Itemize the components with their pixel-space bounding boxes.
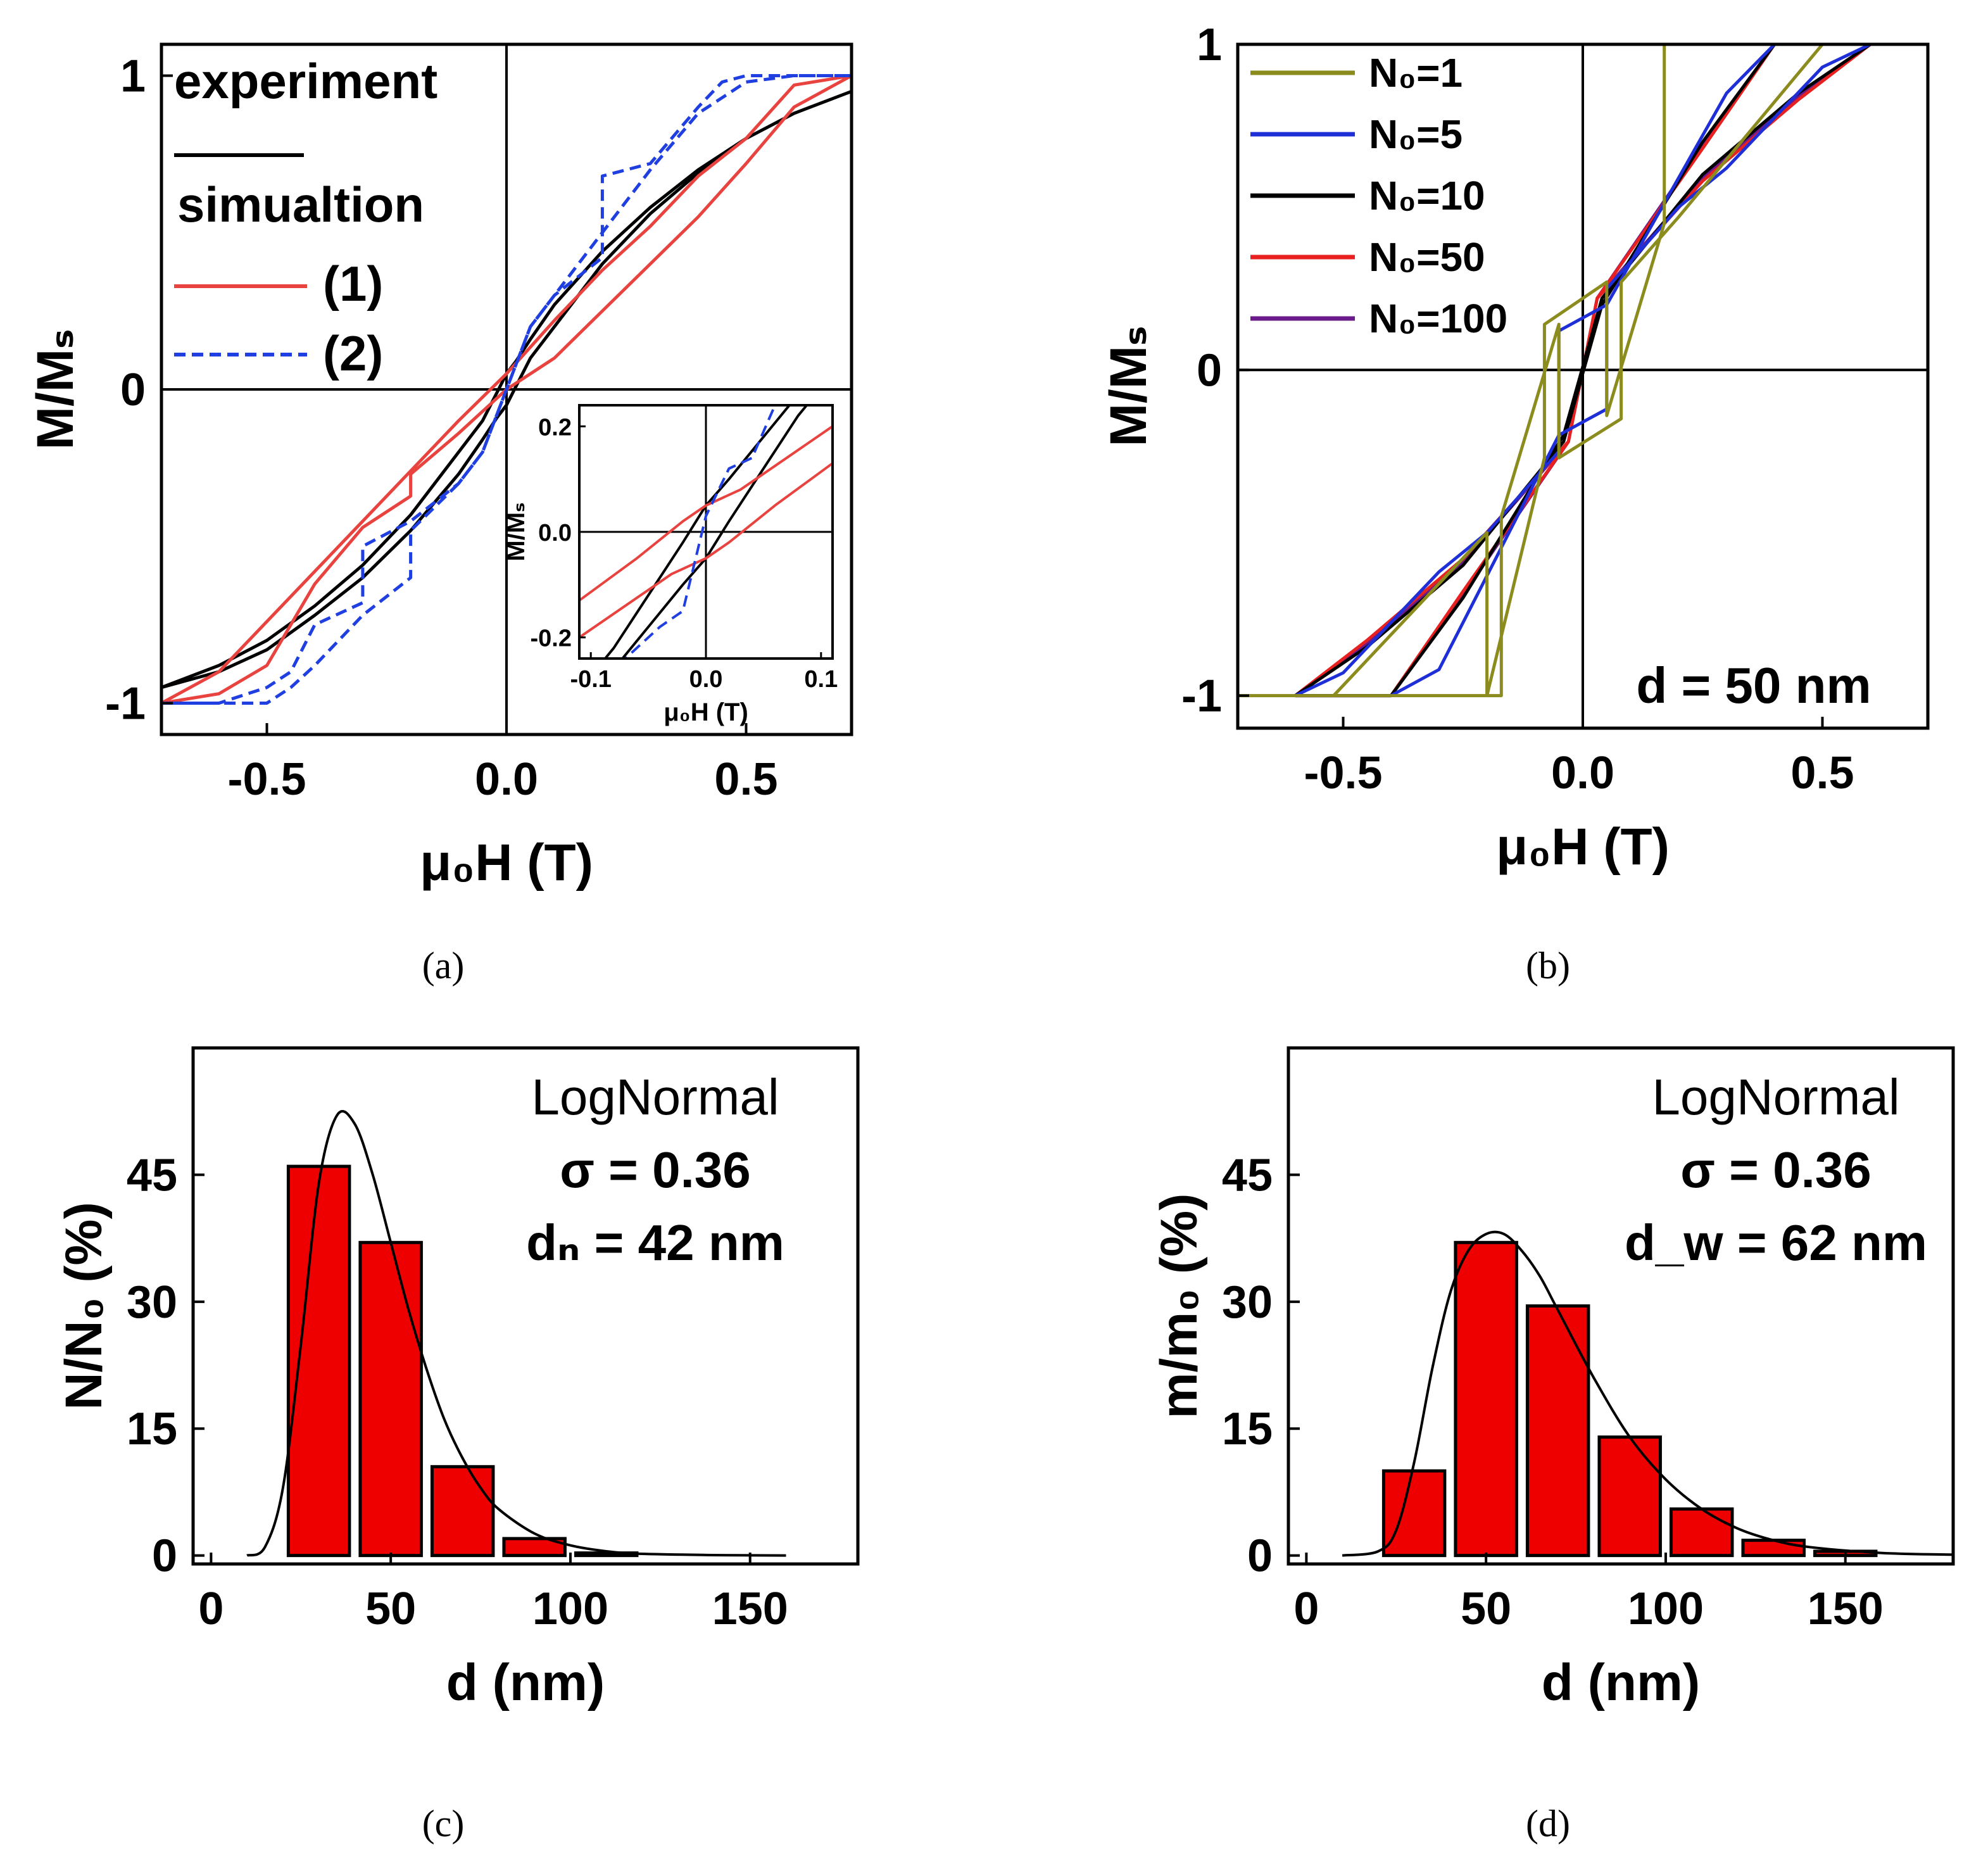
- legend-label-1: N₀=5: [1369, 111, 1463, 157]
- x-tick-label: 0: [198, 1584, 223, 1634]
- y-tick-label: 0: [1247, 1531, 1273, 1582]
- y-tick-label: -1: [105, 678, 146, 729]
- inset-x-tick-label: 0.1: [804, 666, 838, 693]
- y-axis-label: M/Mₛ: [27, 329, 84, 450]
- bar-1: [358, 1240, 423, 1558]
- legend-label-0: N₀=1: [1369, 50, 1463, 96]
- inset-y-tick-label: 0.2: [538, 414, 572, 441]
- y-tick-label: 30: [127, 1277, 177, 1328]
- y-tick-label: 0: [120, 365, 146, 415]
- x-axis-label: d (nm): [1542, 1654, 1700, 1712]
- caption-b: (b): [1526, 945, 1570, 987]
- bar-0: [286, 1164, 351, 1558]
- y-tick-label: 0: [1197, 345, 1222, 396]
- legend-label-4: N₀=100: [1369, 296, 1507, 341]
- fit-curve: [1342, 1230, 1953, 1557]
- y-axis-label: M/Mₛ: [1100, 326, 1157, 447]
- inset-y-label: M/Mₛ: [502, 503, 530, 562]
- fit-curve: [246, 1110, 786, 1557]
- y-tick-label: 30: [1222, 1277, 1273, 1328]
- y-tick-label: 45: [1222, 1150, 1273, 1201]
- annotation-sigma: σ = 0.36: [1680, 1142, 1872, 1198]
- inset-series-4: [623, 405, 777, 659]
- x-axis-label: d (nm): [446, 1654, 605, 1712]
- legend-label-3: N₀=50: [1369, 234, 1485, 280]
- legend-label-2: N₀=10: [1369, 173, 1485, 218]
- x-tick-label: 100: [532, 1584, 608, 1634]
- x-tick-label: 50: [365, 1584, 416, 1634]
- legend-item-1: (1): [323, 256, 383, 312]
- legend-simulation: simualtion: [177, 177, 424, 232]
- annotation-d: d = 50 nm: [1636, 657, 1871, 714]
- caption-c: (c): [422, 1803, 465, 1844]
- series-0: [161, 89, 852, 690]
- x-tick-label: -0.5: [227, 754, 306, 805]
- bar-4: [1669, 1507, 1734, 1558]
- panel-c: 0 50 100 150 0 15 30 45 d (nm) N/N₀ (%) LogNormal σ…: [55, 1046, 860, 1712]
- x-tick-label: 0: [1293, 1584, 1319, 1634]
- caption-a: (a): [422, 945, 465, 987]
- x-axis-label: μ₀H (T): [420, 834, 593, 892]
- x-tick-label: 0.0: [475, 754, 538, 805]
- annotation-lognormal: LogNormal: [531, 1069, 779, 1125]
- y-axis-label: m/m₀ (%): [1150, 1194, 1208, 1419]
- x-tick-label: 150: [1808, 1584, 1884, 1634]
- bar-5: [1741, 1539, 1806, 1558]
- x-axis-label: μ₀H (T): [1496, 818, 1670, 876]
- annotation-sigma: σ = 0.36: [560, 1142, 751, 1198]
- x-tick-label: 100: [1628, 1584, 1704, 1634]
- panel-c-frame: [191, 1046, 860, 1566]
- inset-x-tick-label: 0.0: [689, 666, 723, 693]
- bar-3: [1597, 1435, 1662, 1558]
- annotation-lognormal: LogNormal: [1652, 1069, 1899, 1125]
- x-tick-label: 0.5: [1790, 748, 1854, 798]
- annotation-diameter: d_w = 62 nm: [1625, 1214, 1927, 1271]
- legend-experiment: experiment: [174, 53, 437, 109]
- series-2: [161, 74, 852, 705]
- y-tick-label: -1: [1181, 671, 1222, 722]
- y-tick-label: 45: [127, 1150, 177, 1201]
- series-0: [1238, 44, 1928, 698]
- y-tick-label: 0: [152, 1531, 177, 1582]
- y-tick-label: 15: [127, 1404, 177, 1454]
- bar-2: [1525, 1304, 1590, 1558]
- panel-b: -0.5 0.0 0.5 -1 0 1 μ₀H (T) M/Mₛ N₀=1 N₀=5 N₀=10 N₀…: [1100, 20, 1930, 876]
- panel-a: -0.5 0.0 0.5 -1 0 1 μ₀H (T) M/Mₛ experiment simua…: [27, 42, 853, 892]
- y-tick-label: 1: [120, 51, 146, 102]
- bar-2: [430, 1465, 495, 1558]
- caption-d: (d): [1526, 1803, 1570, 1844]
- y-axis-label: N/N₀ (%): [55, 1202, 113, 1409]
- inset-series-2: [579, 425, 833, 602]
- inset-y-tick-label: 0.0: [538, 520, 572, 546]
- inset-x-label: μ₀H (T): [664, 698, 748, 726]
- x-tick-label: 150: [712, 1584, 788, 1634]
- panel-d: 0 50 100 150 0 15 30 45 d (nm) m/m₀ (%) LogNormal σ…: [1150, 1046, 1955, 1712]
- series-1: [161, 74, 852, 705]
- x-tick-label: 0.5: [714, 754, 777, 805]
- y-tick-label: 15: [1222, 1404, 1273, 1454]
- bar-0: [1381, 1469, 1447, 1558]
- inset-x-tick-label: -0.1: [570, 666, 611, 693]
- y-tick-label: 1: [1197, 20, 1222, 70]
- panel-d-frame: [1287, 1046, 1955, 1566]
- annotation-diameter: dₙ = 42 nm: [526, 1214, 784, 1271]
- x-tick-label: -0.5: [1304, 748, 1382, 798]
- x-tick-label: 0.0: [1551, 748, 1614, 798]
- inset-series-3: [579, 462, 833, 639]
- x-tick-label: 50: [1461, 1584, 1511, 1634]
- inset-y-tick-label: -0.2: [531, 626, 572, 652]
- bar-1: [1454, 1240, 1518, 1558]
- legend-item-2: (2): [323, 325, 383, 381]
